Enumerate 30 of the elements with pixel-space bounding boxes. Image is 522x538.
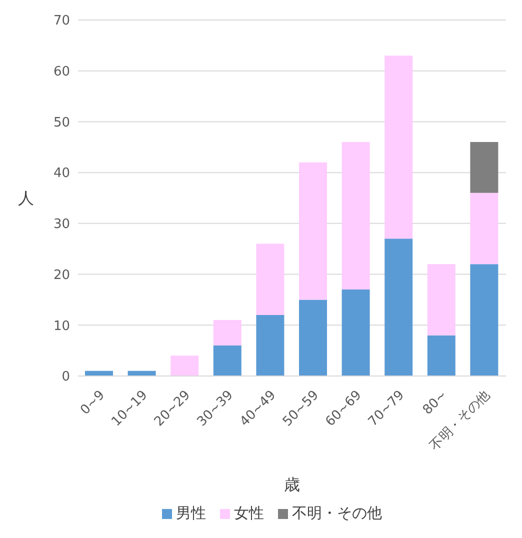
y-tick-label: 40 — [53, 166, 70, 182]
bar — [342, 290, 370, 376]
y-tick-label: 10 — [53, 318, 70, 334]
legend-label: 不明・その他 — [292, 504, 382, 523]
bar — [299, 300, 327, 376]
x-axis-title: 歳 — [284, 475, 300, 494]
bar — [256, 314, 284, 376]
bar — [470, 264, 498, 376]
y-tick-label: 0 — [62, 370, 70, 385]
bar — [213, 320, 242, 346]
y-tick-label: 20 — [53, 268, 70, 283]
bar — [213, 345, 242, 376]
y-tick-label: 60 — [53, 64, 70, 80]
bar — [256, 244, 284, 315]
bar — [470, 142, 498, 193]
bar — [299, 162, 327, 300]
x-tick-label: 80~ — [420, 388, 450, 418]
bar — [427, 264, 456, 336]
bar — [427, 335, 456, 376]
y-tick-label: 30 — [53, 217, 70, 232]
legend-label: 男性 — [176, 504, 206, 523]
y-tick-label: 70 — [53, 14, 70, 29]
legend-label: 女性 — [234, 504, 264, 523]
bar — [470, 192, 498, 264]
y-axis-title: 人 — [18, 188, 34, 208]
bar — [170, 356, 199, 376]
y-tick-label: 50 — [53, 115, 70, 130]
bar — [342, 142, 370, 290]
bar — [384, 56, 413, 239]
bar — [384, 238, 413, 376]
